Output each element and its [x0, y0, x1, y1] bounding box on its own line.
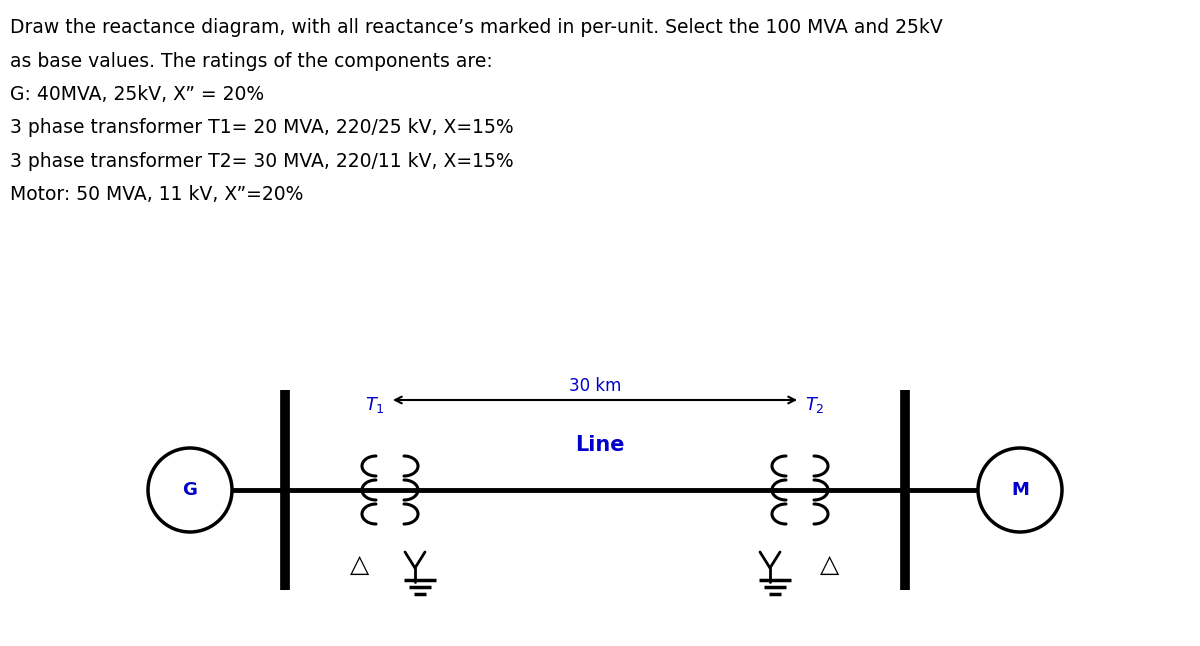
Text: $T_2$: $T_2$	[805, 395, 824, 415]
Text: Draw the reactance diagram, with all reactance’s marked in per-unit. Select the : Draw the reactance diagram, with all rea…	[10, 18, 943, 37]
Text: Motor: 50 MVA, 11 kV, X”=20%: Motor: 50 MVA, 11 kV, X”=20%	[10, 185, 304, 204]
Text: M: M	[1012, 481, 1028, 499]
Text: △: △	[350, 553, 370, 577]
Text: Line: Line	[575, 435, 625, 455]
Text: $T_1$: $T_1$	[365, 395, 385, 415]
Text: 30 km: 30 km	[569, 377, 622, 395]
Text: 3 phase transformer T1= 20 MVA, 220/25 kV, X=15%: 3 phase transformer T1= 20 MVA, 220/25 k…	[10, 118, 514, 137]
Text: 3 phase transformer T2= 30 MVA, 220/11 kV, X=15%: 3 phase transformer T2= 30 MVA, 220/11 k…	[10, 152, 514, 171]
Text: △: △	[821, 553, 840, 577]
Text: G: 40MVA, 25kV, X” = 20%: G: 40MVA, 25kV, X” = 20%	[10, 85, 264, 104]
Text: as base values. The ratings of the components are:: as base values. The ratings of the compo…	[10, 52, 493, 71]
Text: G: G	[182, 481, 198, 499]
